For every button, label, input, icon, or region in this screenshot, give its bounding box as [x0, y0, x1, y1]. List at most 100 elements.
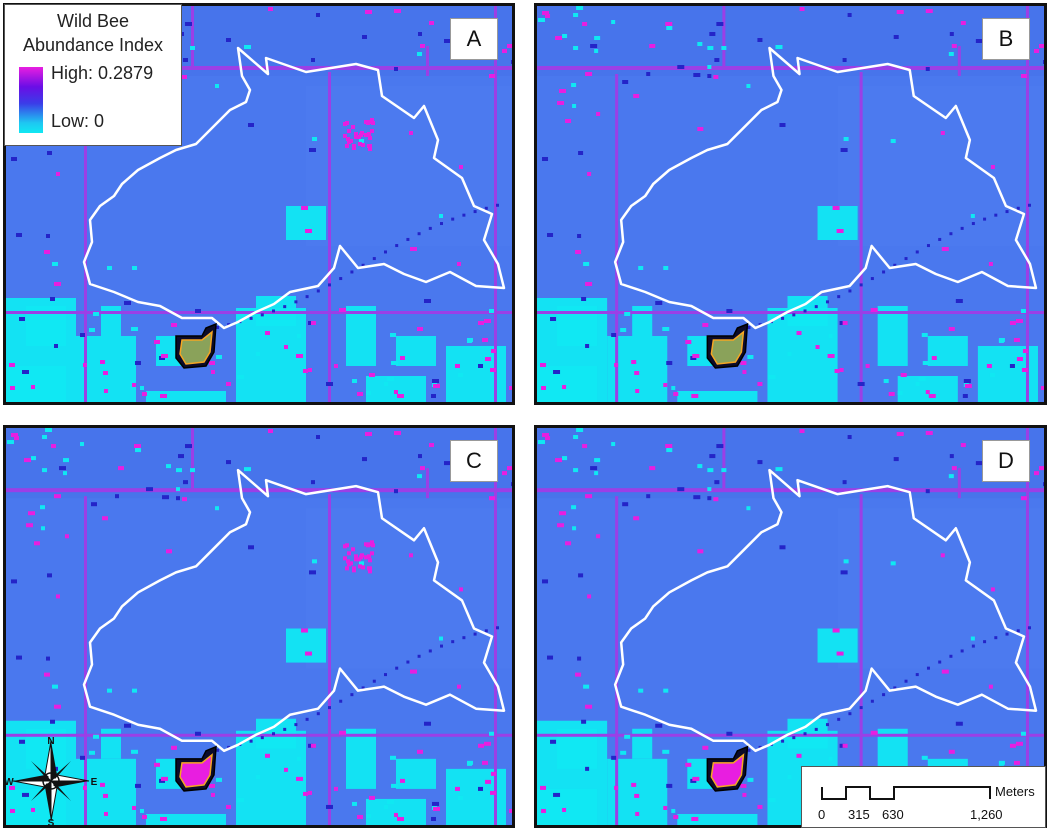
raster-pixel: [575, 672, 582, 677]
raster-pixel: [118, 466, 124, 471]
trail-dot: [960, 649, 964, 653]
raster-pixel: [828, 756, 833, 761]
raster-pixel: [432, 379, 439, 383]
raster-pixel: [410, 247, 417, 251]
raster-pixel: [216, 355, 222, 359]
raster-pixel: [1013, 338, 1020, 342]
raster-pixel: [768, 375, 776, 379]
raster-pixel: [316, 13, 320, 17]
raster-pixel: [925, 9, 933, 13]
trail-dot: [915, 250, 919, 254]
trail-dot: [960, 226, 964, 230]
trail-dot: [462, 213, 466, 217]
trail-dot: [339, 699, 343, 703]
raster-pixel: [555, 458, 563, 463]
raster-pixel: [361, 143, 365, 147]
raster-pixel: [354, 554, 358, 559]
raster-pixel: [828, 334, 833, 338]
raster-pixel: [573, 435, 579, 440]
raster-pixel: [663, 383, 668, 387]
raster-pixel: [662, 327, 670, 331]
raster-pixel: [955, 721, 963, 726]
raster-pixel: [583, 684, 590, 689]
raster-pixel: [707, 46, 714, 50]
raster-pixel: [843, 137, 849, 141]
raster-pixel: [707, 65, 712, 69]
trail-dot: [328, 283, 331, 287]
raster-pixel: [768, 797, 776, 802]
raster-pixel: [226, 382, 231, 386]
raster-pixel: [54, 494, 61, 499]
raster-pixel: [343, 134, 347, 138]
low-abundance-patch: [632, 728, 653, 759]
raster-pixel: [52, 684, 58, 689]
raster-pixel: [31, 456, 36, 461]
raster-pixel: [244, 45, 251, 49]
map-panel-d: D: [534, 425, 1047, 828]
raster-pixel: [190, 468, 195, 473]
raster-pixel: [611, 442, 616, 447]
raster-pixel: [226, 804, 231, 809]
raster-pixel: [713, 75, 719, 79]
raster-pixel: [697, 42, 703, 46]
raster-pixel: [394, 431, 401, 436]
trail-dot: [496, 203, 499, 207]
raster-pixel: [467, 338, 473, 342]
trail-dot: [406, 660, 410, 664]
panel-label: A: [450, 18, 498, 60]
raster-pixel: [489, 731, 494, 736]
raster-pixel: [132, 383, 136, 387]
raster-pixel: [132, 688, 137, 693]
raster-pixel: [301, 628, 308, 633]
raster-pixel: [432, 801, 439, 806]
raster-pixel: [742, 370, 747, 374]
raster-pixel: [107, 266, 112, 270]
raster-pixel: [16, 655, 22, 660]
raster-pixel: [940, 553, 945, 558]
raster-pixel: [1015, 319, 1023, 323]
raster-pixel: [26, 523, 33, 528]
raster-pixel: [585, 766, 590, 771]
raster-pixel: [502, 49, 507, 53]
raster-pixel: [962, 394, 968, 398]
raster-pixel: [400, 778, 405, 783]
raster-pixel: [444, 461, 451, 466]
raster-pixel: [10, 386, 15, 390]
raster-pixel: [1042, 482, 1044, 487]
raster-pixel: [839, 743, 845, 748]
raster-pixel: [24, 458, 31, 463]
raster-pixel: [104, 811, 108, 816]
road-line: [1025, 6, 1029, 402]
raster-pixel: [369, 373, 375, 377]
trail-dot: [283, 305, 287, 309]
raster-pixel: [583, 262, 590, 266]
raster-pixel: [387, 377, 394, 381]
trail-dot: [260, 313, 264, 317]
trail-dot: [384, 673, 387, 677]
low-abundance-patch: [346, 728, 376, 789]
raster-pixel: [573, 468, 579, 473]
trail-dot: [747, 748, 751, 752]
raster-pixel: [124, 723, 131, 728]
raster-pixel: [391, 361, 398, 365]
raster-pixel: [948, 749, 955, 754]
trail-dot: [384, 250, 387, 254]
raster-pixel: [587, 594, 592, 599]
raster-pixel: [351, 125, 355, 129]
raster-pixel: [989, 373, 995, 377]
raster-pixel: [489, 309, 494, 313]
raster-pixel: [400, 356, 405, 360]
low-abundance-patch: [537, 366, 598, 402]
raster-pixel: [256, 774, 260, 779]
raster-pixel: [896, 432, 904, 437]
raster-pixel: [986, 364, 992, 368]
raster-pixel: [726, 309, 733, 313]
raster-pixel: [726, 731, 733, 736]
raster-pixel: [458, 795, 463, 800]
study-polygon: [179, 753, 213, 788]
raster-pixel: [190, 46, 195, 50]
raster-pixel: [897, 391, 903, 395]
raster-pixel: [22, 792, 29, 797]
raster-pixel: [160, 394, 167, 398]
raster-pixel: [655, 301, 663, 305]
